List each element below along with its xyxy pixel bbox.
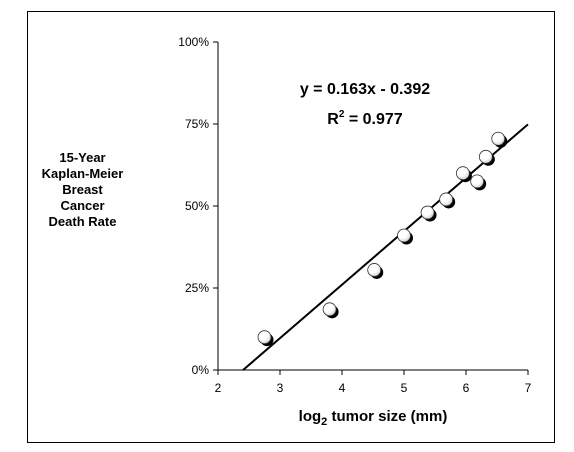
y-tick-label: 0% [192,363,210,377]
data-point-marker [491,131,506,146]
data-point-marker [322,302,337,317]
x-tick-label: 3 [277,381,284,395]
data-points [257,131,508,347]
x-tick-label: 7 [525,381,532,395]
x-tick-label: 5 [401,381,408,395]
data-point [367,263,384,279]
trendline [242,123,529,371]
data-point [455,166,472,183]
y-axis-label-line: Breast [62,182,103,197]
data-point [420,205,437,222]
x-tick-label: 4 [339,381,346,395]
data-point [257,330,274,347]
chart-frame [27,11,555,443]
axes: 0% 25% 50% 75% 100% 2 3 4 5 6 7 [178,35,531,395]
y-axis-label-line: Death Rate [48,214,117,229]
x-tick-label: 6 [463,381,470,395]
data-point [397,228,413,245]
y-axis-label-line: Kaplan-Meier [41,166,124,181]
data-point-marker [455,166,470,181]
data-point-marker [478,149,493,164]
r-squared-label: R2 = 0.977 [327,109,403,128]
y-axis-label-line: Cancer [60,198,105,213]
y-tick-label: 25% [185,281,209,295]
y-tick-label: 75% [185,117,209,131]
data-point-marker [470,174,485,189]
x-tick-label: 2 [215,381,222,395]
data-point-marker [397,228,411,243]
data-point [491,131,508,148]
y-tick-label: 100% [178,35,209,49]
trendline-group [242,123,529,371]
data-point [322,302,339,319]
x-axis-label: log2 tumor size (mm) [299,408,448,428]
data-point [470,174,487,191]
trendline-equation: y = 0.163x - 0.392 [300,81,430,98]
data-point [478,149,495,166]
data-point-marker [420,205,435,220]
data-point-marker [439,192,454,207]
chart-labels: y = 0.163x - 0.392 R2 = 0.977 log2 tumor s… [299,81,448,428]
data-point-marker [257,330,272,345]
y-axis-label: 15-Year Kaplan-Meier Breast Cancer Death… [30,150,135,230]
y-axis-label-line: 15-Year [59,150,106,165]
data-point [439,192,456,209]
y-tick-label: 50% [185,199,209,213]
data-point-marker [367,263,382,277]
